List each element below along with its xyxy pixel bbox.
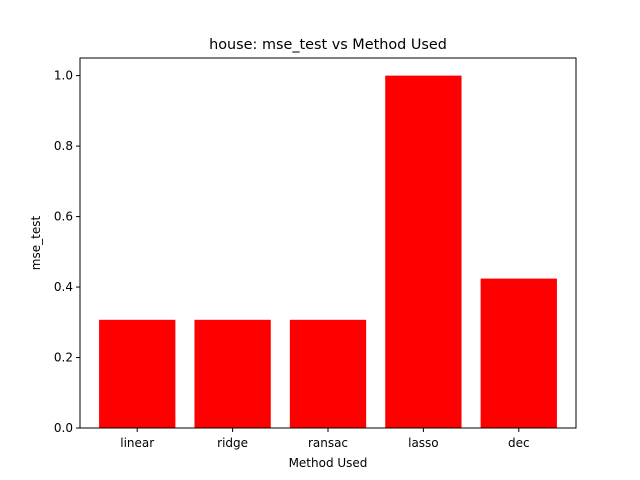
y-tick-label: 0.8: [54, 139, 73, 153]
bar-ransac: [289, 319, 367, 428]
x-tick-label: ridge: [217, 436, 248, 450]
x-tick-label: ransac: [308, 436, 348, 450]
y-tick-label: 0.6: [54, 210, 73, 224]
y-tick-label: 0.4: [54, 280, 73, 294]
chart-title: house: mse_test vs Method Used: [209, 37, 447, 53]
bar-dec: [480, 278, 557, 428]
x-tick-label: dec: [508, 436, 530, 450]
x-ticks-group: linear ridge ransac lasso dec: [120, 428, 530, 450]
x-tick-label: linear: [120, 436, 154, 450]
y-ticks-group: 0.0 0.2 0.4 0.6 0.8 1.0: [54, 69, 80, 435]
x-tick-label: lasso: [408, 436, 439, 450]
bar-ridge: [194, 319, 271, 428]
x-axis-label: Method Used: [289, 456, 368, 470]
bar-linear: [99, 319, 176, 428]
bars-group: [99, 75, 557, 428]
y-tick-label: 1.0: [54, 69, 73, 83]
y-tick-label: 0.2: [54, 351, 73, 365]
plot-frame: [79, 57, 577, 429]
bar-lasso: [385, 75, 462, 428]
y-tick-label: 0.0: [54, 421, 73, 435]
y-axis-label: mse_test: [29, 216, 43, 271]
